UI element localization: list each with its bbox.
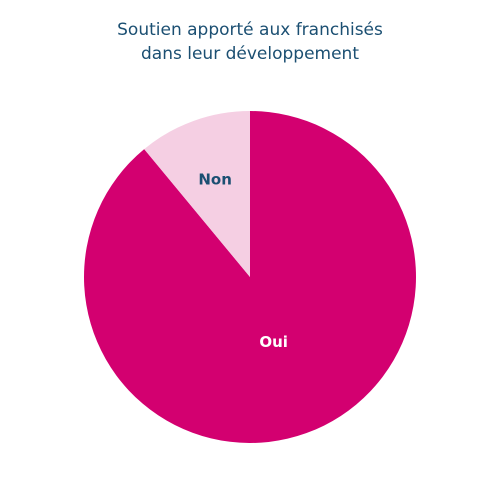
- pie-slice-non: [144, 111, 250, 277]
- chart-title: Soutien apporté aux franchisés dans leur…: [0, 18, 500, 66]
- pie-slice-oui: [84, 111, 417, 443]
- slice-label-oui: Oui: [259, 333, 288, 351]
- slice-label-non: Non: [198, 171, 232, 189]
- chart-title-line-1: Soutien apporté aux franchisés: [117, 20, 383, 40]
- chart-title-line-2: dans leur développement: [141, 44, 359, 64]
